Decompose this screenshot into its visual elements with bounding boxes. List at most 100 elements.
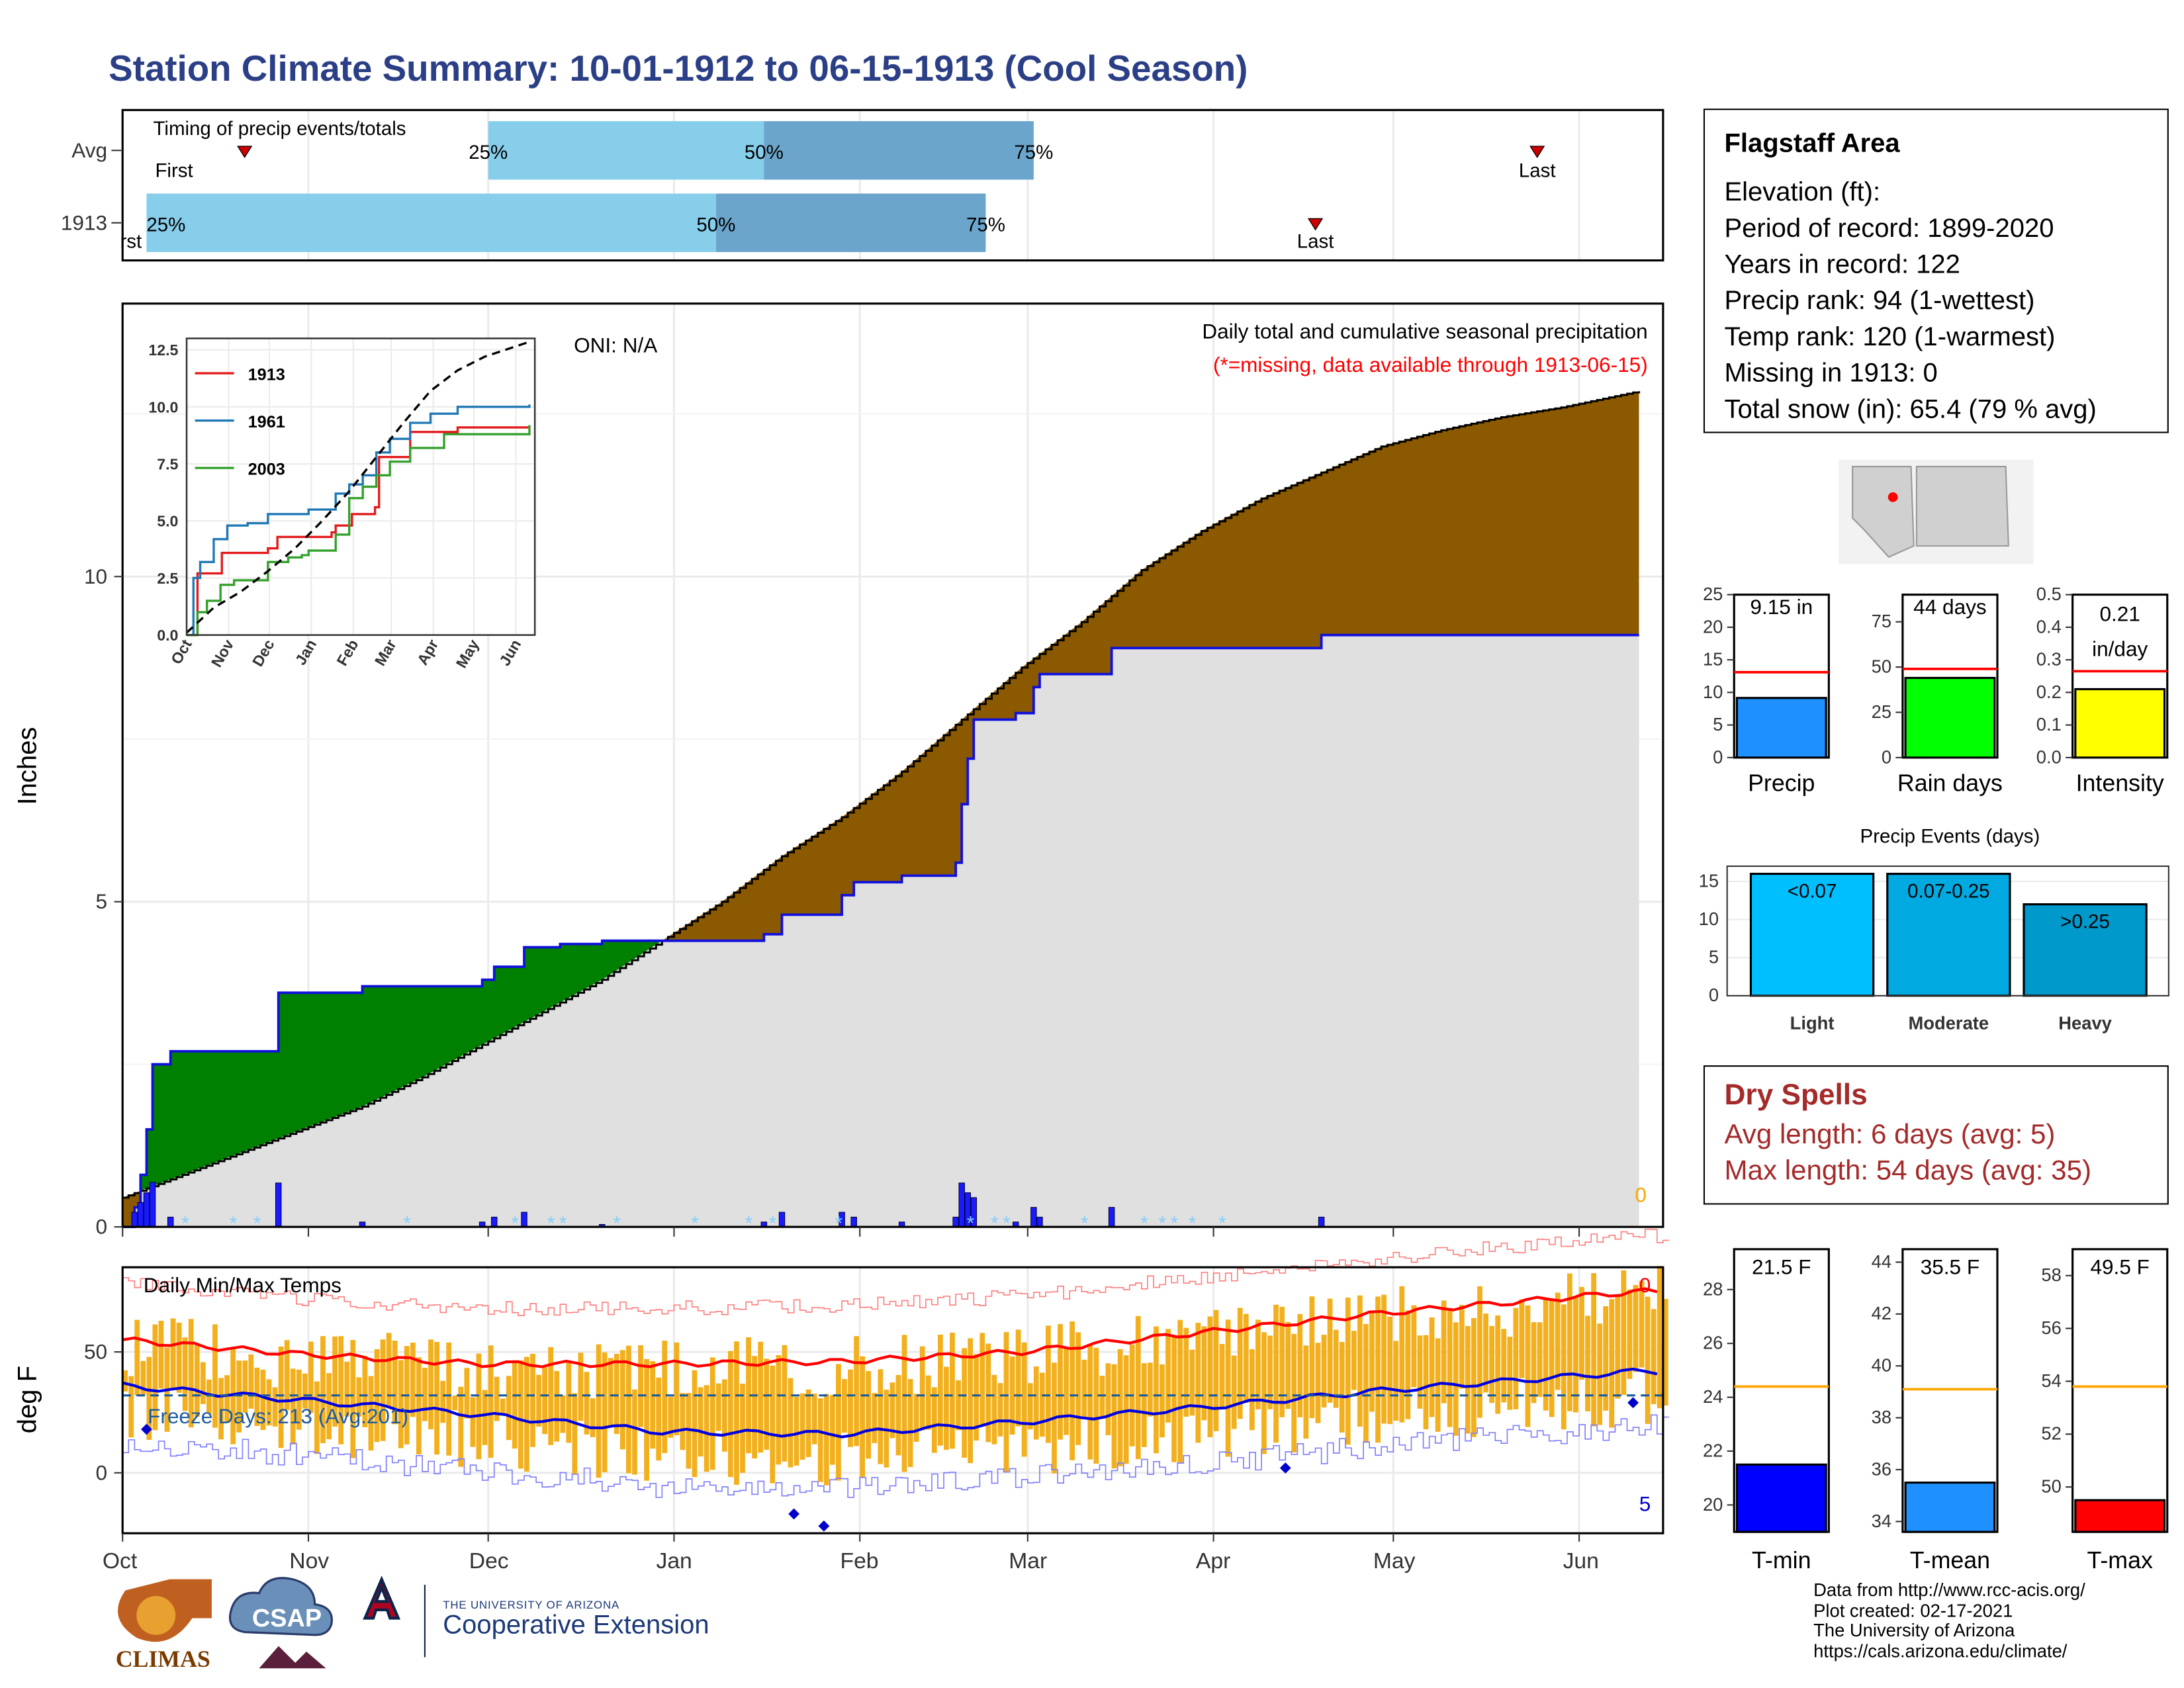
last-marker-triangle [1307, 218, 1324, 231]
tmin-label: T-min [1752, 1547, 1811, 1574]
temp-range-bar [320, 1336, 326, 1444]
temp-range-bar [1160, 1364, 1165, 1438]
daily-precip-bar [491, 1216, 498, 1227]
month-label: May [1373, 1549, 1416, 1574]
temp-range-bar [608, 1358, 614, 1427]
tmean-panel-bar [1904, 1482, 1996, 1533]
temp-range-bar [1429, 1317, 1435, 1417]
snow-marker-icon: * [181, 1212, 189, 1234]
temp-range-bar [1381, 1294, 1387, 1424]
temp-range-bar [794, 1397, 799, 1466]
temp-range-bar [1285, 1321, 1291, 1409]
snow-marker-icon: * [769, 1212, 776, 1234]
temp-range-bar [968, 1338, 974, 1464]
temp-range-bar [470, 1397, 476, 1447]
events-category-label: Light [1790, 1012, 1835, 1033]
temp-range-bar [632, 1389, 637, 1475]
snow-marker-icon: * [613, 1212, 620, 1234]
daily-precip-bar [131, 1212, 138, 1227]
timing-last-label: Last [1297, 231, 1334, 253]
locator-map [1839, 459, 2034, 564]
temp-range-bar [1105, 1363, 1111, 1435]
record-high-count: 0 [1639, 1273, 1651, 1297]
info-period: Period of record: 1899-2020 [1724, 214, 2054, 244]
timing-row-label: 1913 [61, 210, 107, 234]
temp-range-bar [1423, 1335, 1429, 1429]
temp-range-bar [788, 1378, 794, 1468]
record-low-marker [141, 1423, 152, 1435]
temp-range-bar [1213, 1310, 1219, 1431]
temp-range-bar [1591, 1273, 1596, 1427]
snow-marker-icon: * [967, 1212, 974, 1234]
temp-range-bar [889, 1382, 895, 1439]
temp-range-bar [278, 1347, 284, 1448]
tmean-panel-tick-label: 34 [1872, 1511, 1891, 1531]
temp-range-bar [1207, 1316, 1213, 1437]
timing-label-25: 25% [146, 214, 185, 236]
timing-label-75: 75% [966, 214, 1005, 236]
temp-range-bar [1567, 1273, 1572, 1411]
temp-range-bar [1081, 1359, 1087, 1419]
month-label: Jan [656, 1549, 692, 1574]
missing-data-note: (*=missing, data available through 1913-… [1213, 353, 1648, 377]
temp-range-bar [1279, 1307, 1285, 1417]
temp-range-bar [704, 1385, 709, 1472]
first-marker-triangle [236, 146, 253, 159]
temp-range-bar [907, 1379, 913, 1468]
temp-range-bar [206, 1379, 212, 1414]
temp-range-bar [709, 1357, 715, 1470]
temp-range-bar [931, 1387, 937, 1453]
info-total-snow: Total snow (in): 65.4 (79 % avg) [1724, 395, 2097, 425]
temp-range-bar [158, 1320, 164, 1389]
temp-range-bar [1375, 1296, 1381, 1443]
temp-range-bar [434, 1341, 439, 1455]
temp-range-bar [1537, 1322, 1543, 1398]
temp-range-bar [128, 1376, 134, 1438]
temp-range-bar [170, 1318, 176, 1389]
month-label: Jun [1563, 1549, 1599, 1574]
climas-logo-sun [136, 1595, 176, 1635]
temp-range-bar [1393, 1341, 1399, 1421]
month-label: Mar [1009, 1549, 1047, 1574]
temp-range-bar [872, 1393, 878, 1443]
snow-marker-icon: * [691, 1212, 698, 1234]
temp-range-bar [1333, 1329, 1339, 1408]
info-precip-rank: Precip rank: 94 (1-wettest) [1724, 287, 2035, 316]
observed-cumulative-line [122, 633, 1639, 1229]
temp-range-bar [715, 1383, 721, 1431]
intensity-unit: in/day [2092, 637, 2148, 660]
rain-days-value: 44 days [1913, 595, 1987, 619]
temp-range-bar [1441, 1300, 1447, 1403]
temp-range-bar [440, 1380, 446, 1423]
precip-y-tick-label: 5 [96, 889, 108, 913]
intensity-panel: 0.0 0.1 0.2 0.3 0.4 0.5 0.21 in/day Intensity [2036, 584, 2169, 796]
events-title: Precip Events (days) [1860, 825, 2040, 847]
tmax-value: 49.5 F [2090, 1255, 2149, 1279]
temp-range-bar [1177, 1319, 1183, 1463]
precip-total-value: 9.15 in [1750, 595, 1813, 619]
temp-range-bar [956, 1380, 961, 1431]
precip-y-tick-label: 0 [96, 1215, 108, 1239]
inset-y-tick-label: 2.5 [157, 570, 178, 587]
temp-range-bar [1501, 1329, 1507, 1403]
temp-range-bar [326, 1373, 332, 1440]
temp-range-bar [1639, 1280, 1645, 1368]
ua-logo-a [363, 1576, 401, 1620]
events-category-label: Moderate [1909, 1012, 1989, 1033]
ua-small-text: THE UNIVERSITY OF ARIZONA [443, 1599, 620, 1612]
temp-range-bar [260, 1369, 266, 1430]
info-years: Years in record: 122 [1724, 250, 1960, 281]
temp-range-bar [799, 1393, 805, 1460]
temp-range-bar [925, 1375, 931, 1430]
temp-range-bar [1662, 1299, 1668, 1406]
temp-y-axis-label: deg F [13, 1366, 42, 1433]
temp-range-bar [1093, 1347, 1099, 1464]
temp-range-bar [1147, 1362, 1153, 1417]
temp-range-bar [194, 1344, 200, 1417]
precip-area-above-average [140, 940, 662, 1191]
temp-y-tick-label: 50 [84, 1340, 107, 1364]
tmax-panel-tick-label: 58 [2041, 1265, 2061, 1285]
temp-range-bar [1483, 1313, 1488, 1393]
